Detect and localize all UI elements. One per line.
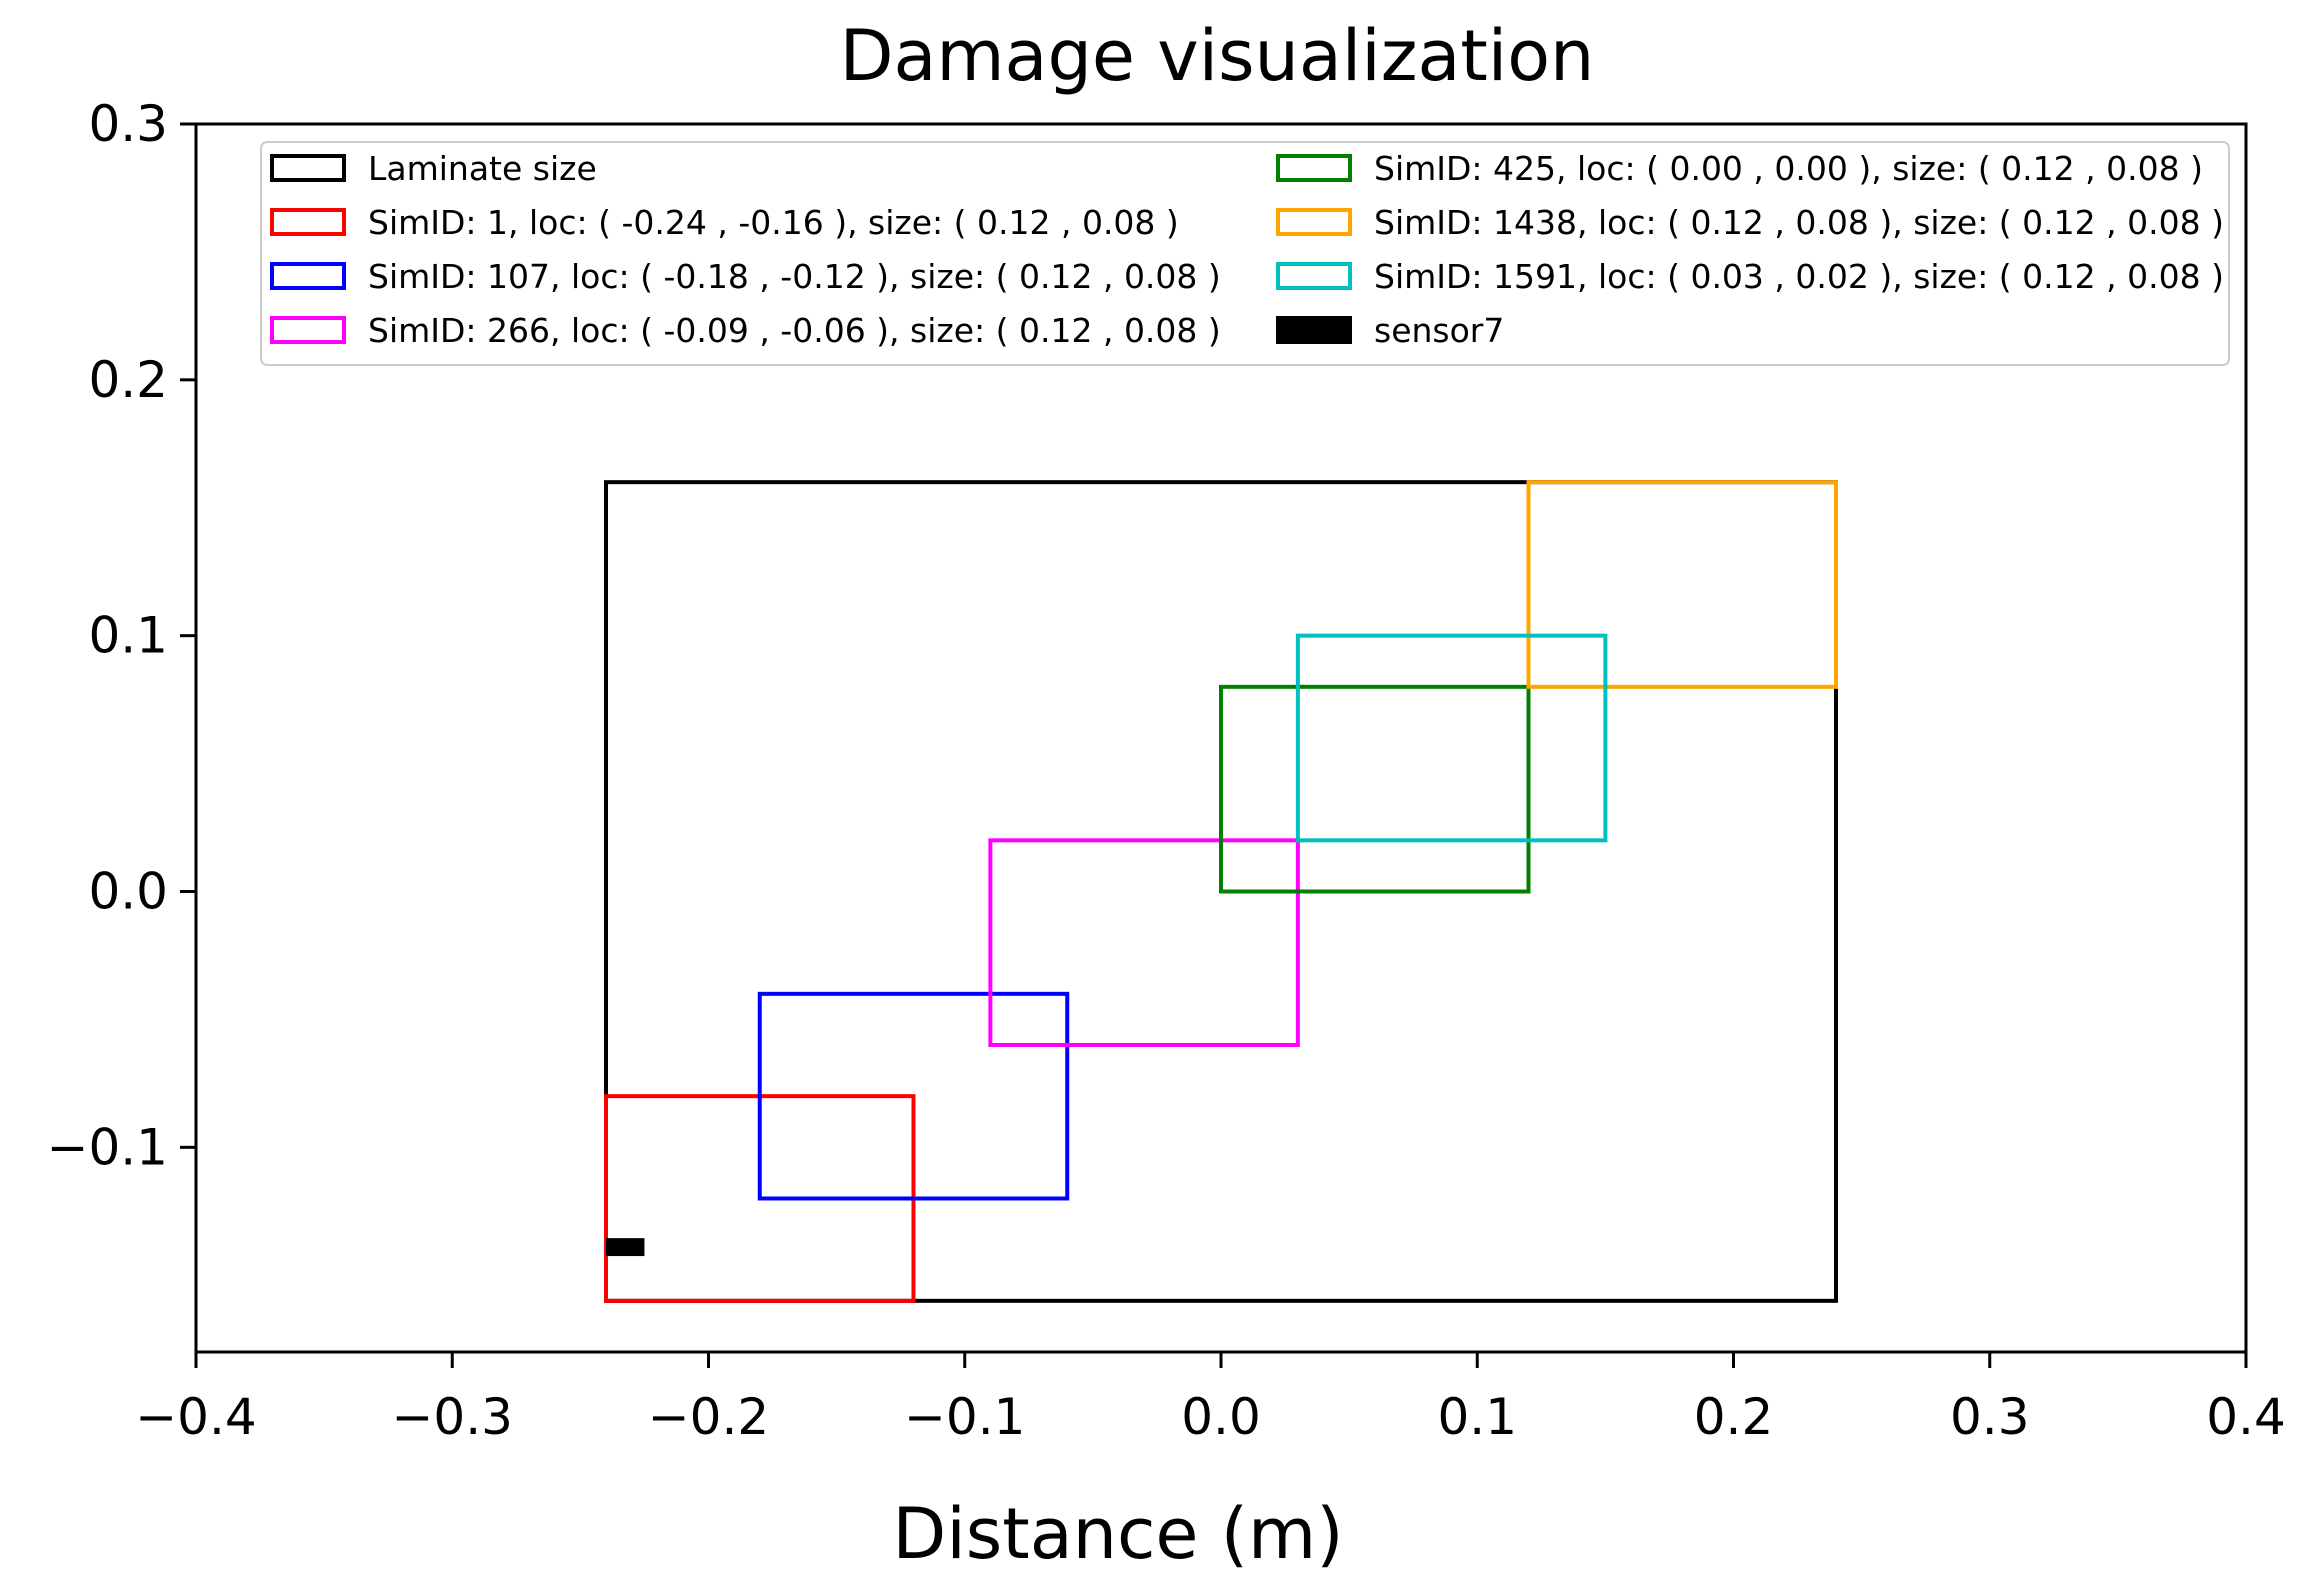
sensor-mark-0 (606, 1238, 645, 1257)
legend-swatch (270, 208, 346, 236)
chart-title: Damage visualization (840, 15, 1595, 97)
laminate-rect (604, 480, 1838, 1303)
x-tick-label: 0.4 (2206, 1388, 2286, 1446)
plot-marks (604, 480, 1838, 1303)
legend-swatch (270, 154, 346, 182)
legend-label: SimID: 1591, loc: ( 0.03 , 0.02 ), size:… (1374, 257, 2224, 296)
legend-swatch (1276, 316, 1352, 344)
y-tick-label: −0.1 (47, 1118, 168, 1176)
legend-label: sensor7 (1374, 311, 1504, 350)
x-axis-label: Distance (m) (892, 1493, 1343, 1575)
x-tick-label: −0.4 (135, 1388, 256, 1446)
legend-label: SimID: 1, loc: ( -0.24 , -0.16 ), size: … (368, 203, 1179, 242)
legend-swatch (1276, 154, 1352, 182)
x-tick-label: 0.1 (1437, 1388, 1517, 1446)
damage-rect-2 (757, 991, 1070, 1201)
x-tick-label: 0.3 (1950, 1388, 2030, 1446)
legend-label: SimID: 425, loc: ( 0.00 , 0.00 ), size: … (1374, 149, 2203, 188)
y-tick-label: 0.0 (88, 863, 168, 921)
legend-swatch (1276, 262, 1352, 290)
x-tick-label: 0.0 (1181, 1388, 1261, 1446)
legend-label: SimID: 266, loc: ( -0.09 , -0.06 ), size… (368, 311, 1221, 350)
legend-frame (260, 141, 2230, 366)
legend: Laminate size SimID: 1, loc: ( -0.24 , -0… (260, 141, 2230, 366)
y-tick-label: 0.3 (88, 95, 168, 153)
damage-rect-4 (1219, 684, 1531, 894)
legend-swatch (270, 262, 346, 290)
axis-ticks: −0.4 −0.3 −0.2 −0.1 0.0 0.1 0.2 0.3 0.4 −0.1 0.0 0.… (47, 95, 2286, 1446)
x-tick-label: −0.3 (392, 1388, 513, 1446)
x-tick-label: −0.1 (904, 1388, 1025, 1446)
y-tick-label: 0.1 (88, 607, 168, 665)
legend-swatch (270, 316, 346, 344)
damage-rect-3 (988, 838, 1300, 1047)
x-tick-label: −0.2 (648, 1388, 769, 1446)
damage-rect-6 (1295, 633, 1608, 843)
y-tick-label: 0.2 (88, 351, 168, 409)
x-tick-label: 0.2 (1694, 1388, 1774, 1446)
legend-label: Laminate size (368, 149, 597, 188)
legend-label: SimID: 1438, loc: ( 0.12 , 0.08 ), size:… (1374, 203, 2224, 242)
damage-rect-5 (1526, 480, 1838, 689)
legend-swatch (1276, 208, 1352, 236)
legend-label: SimID: 107, loc: ( -0.18 , -0.12 ), size… (368, 257, 1221, 296)
